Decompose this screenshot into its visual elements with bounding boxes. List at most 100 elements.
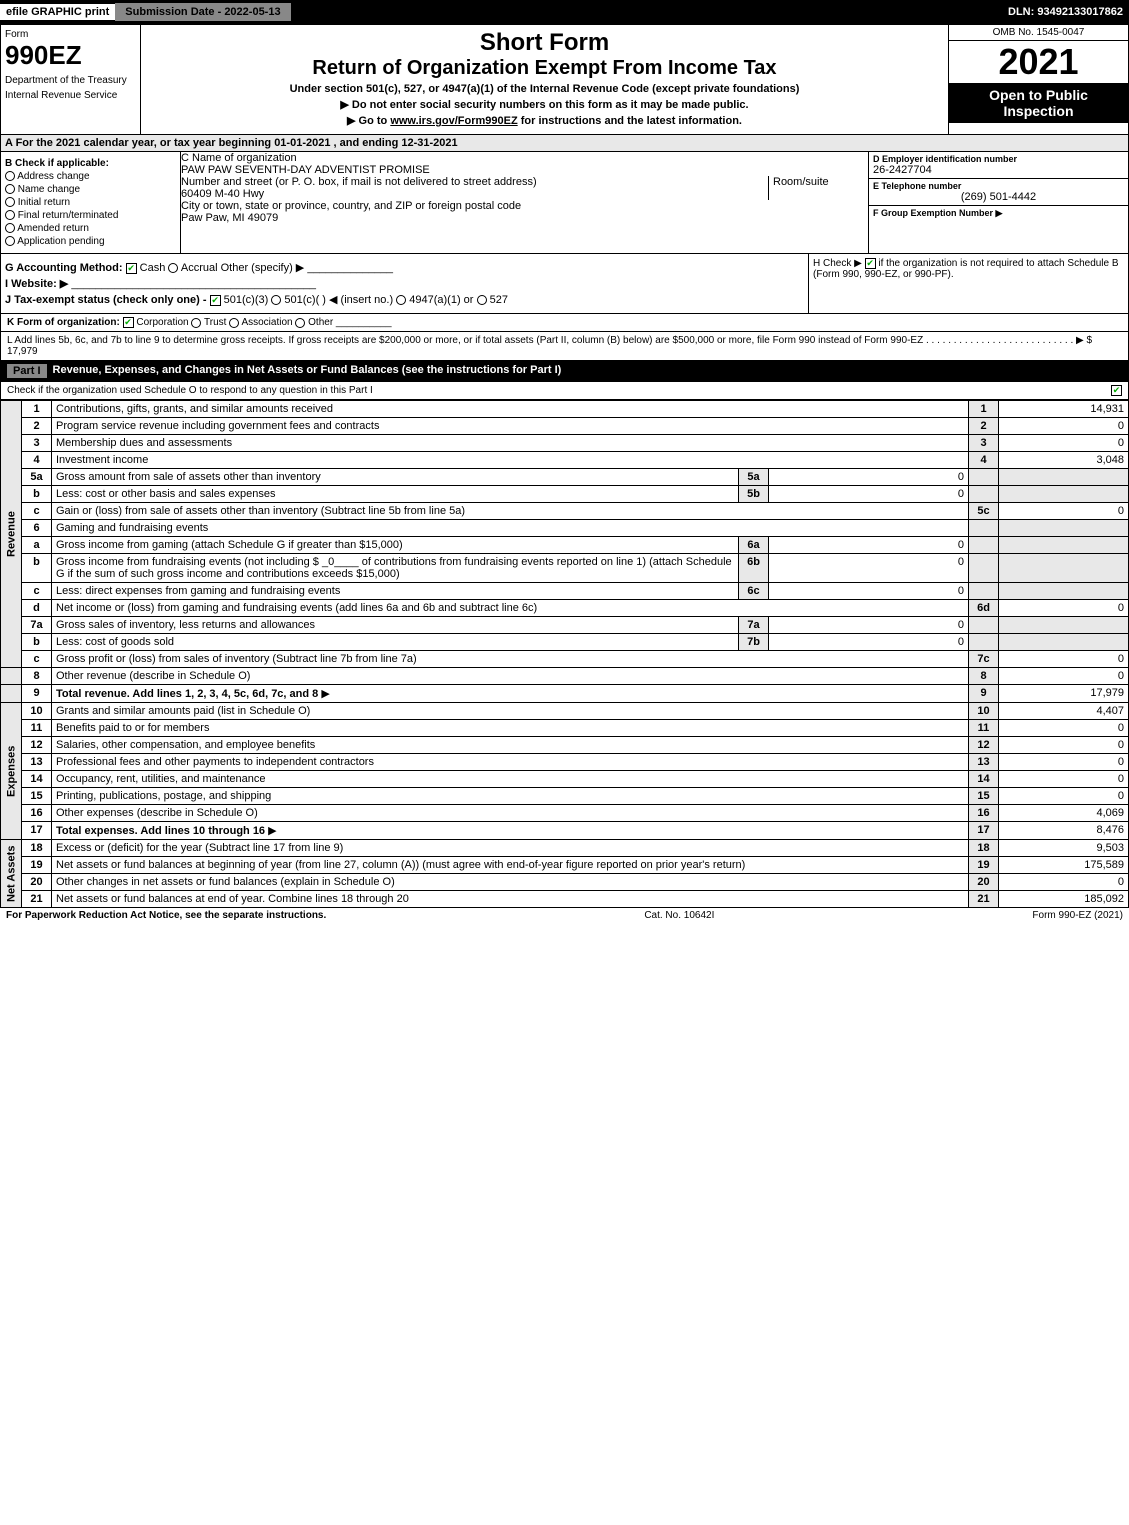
- netassets-sidebar: Net Assets: [1, 840, 22, 908]
- section-c: C Name of organization PAW PAW SEVENTH-D…: [181, 152, 868, 253]
- schedule-b-checkbox[interactable]: [865, 258, 876, 269]
- ein-value: 26-2427704: [873, 164, 1124, 176]
- line-16-value: 4,069: [999, 805, 1129, 822]
- line-5c-value: 0: [999, 503, 1129, 520]
- org-name-value: PAW PAW SEVENTH-DAY ADVENTIST PROMISE: [181, 164, 868, 176]
- line-13-value: 0: [999, 754, 1129, 771]
- section-b-heading: B Check if applicable:: [5, 158, 176, 169]
- line-6d-value: 0: [999, 600, 1129, 617]
- org-name-label: C Name of organization: [181, 152, 868, 164]
- 501c3-checkbox[interactable]: [210, 295, 221, 306]
- 501c-checkbox[interactable]: [271, 295, 281, 305]
- info-grid: B Check if applicable: Address change Na…: [0, 152, 1129, 254]
- 527-checkbox[interactable]: [477, 295, 487, 305]
- final-return-checkbox[interactable]: [5, 210, 15, 220]
- catalog-number: Cat. No. 10642I: [644, 910, 714, 921]
- part-i-header: Part I Revenue, Expenses, and Changes in…: [0, 361, 1129, 382]
- section-b: B Check if applicable: Address change Na…: [1, 152, 181, 253]
- paperwork-notice: For Paperwork Reduction Act Notice, see …: [6, 910, 326, 921]
- section-h: H Check ▶ if the organization is not req…: [808, 254, 1128, 313]
- line-14-value: 0: [999, 771, 1129, 788]
- ein-label: D Employer identification number: [873, 154, 1124, 164]
- revenue-table: Revenue 1Contributions, gifts, grants, a…: [0, 400, 1129, 908]
- page-footer: For Paperwork Reduction Act Notice, see …: [0, 908, 1129, 923]
- accrual-checkbox[interactable]: [168, 263, 178, 273]
- other-org-checkbox[interactable]: [295, 318, 305, 328]
- part-i-title: Revenue, Expenses, and Changes in Net As…: [53, 364, 562, 378]
- city-label: City or town, state or province, country…: [181, 200, 868, 212]
- irs-link[interactable]: www.irs.gov/Form990EZ: [390, 115, 517, 127]
- amended-return-checkbox[interactable]: [5, 223, 15, 233]
- line-4-value: 3,048: [999, 452, 1129, 469]
- line-21-value: 185,092: [999, 891, 1129, 908]
- line-10-value: 4,407: [999, 703, 1129, 720]
- line-6a-value: 0: [769, 537, 969, 554]
- form-label: Form: [5, 29, 136, 40]
- line-3-value: 0: [999, 435, 1129, 452]
- line-2-value: 0: [999, 418, 1129, 435]
- line-20-value: 0: [999, 874, 1129, 891]
- subtitle-section: Under section 501(c), 527, or 4947(a)(1)…: [145, 83, 944, 95]
- efile-label[interactable]: efile GRAPHIC print: [0, 4, 115, 20]
- application-pending-checkbox[interactable]: [5, 236, 15, 246]
- association-checkbox[interactable]: [229, 318, 239, 328]
- short-form-title: Short Form: [145, 29, 944, 57]
- line-11-value: 0: [999, 720, 1129, 737]
- line-6b-value: 0: [769, 554, 969, 583]
- street-label: Number and street (or P. O. box, if mail…: [181, 176, 768, 188]
- form-number: 990EZ: [5, 40, 136, 71]
- line-7b-value: 0: [769, 634, 969, 651]
- part-i-label: Part I: [7, 364, 47, 378]
- line-6c-value: 0: [769, 583, 969, 600]
- omb-number: OMB No. 1545-0047: [949, 25, 1128, 41]
- group-exemption-label: F Group Exemption Number ▶: [873, 208, 1124, 219]
- line-1-value: 14,931: [999, 401, 1129, 418]
- 4947-checkbox[interactable]: [396, 295, 406, 305]
- section-g: G Accounting Method: Cash Accrual Other …: [5, 261, 804, 274]
- line-17-value: 8,476: [999, 822, 1129, 840]
- revenue-sidebar: Revenue: [1, 401, 22, 668]
- tax-year: 2021: [949, 41, 1128, 83]
- corporation-checkbox[interactable]: [123, 317, 134, 328]
- section-l: L Add lines 5b, 6c, and 7b to line 9 to …: [0, 332, 1129, 361]
- inspection-badge: Open to Public Inspection: [949, 83, 1128, 123]
- room-label: Room/suite: [773, 176, 868, 188]
- section-k: K Form of organization: Corporation Trus…: [0, 314, 1129, 332]
- form-page-ref: Form 990-EZ (2021): [1032, 910, 1123, 921]
- line-5a-value: 0: [769, 469, 969, 486]
- city-value: Paw Paw, MI 49079: [181, 212, 868, 224]
- main-title: Return of Organization Exempt From Incom…: [145, 57, 944, 80]
- line-19-value: 175,589: [999, 857, 1129, 874]
- section-i: I Website: ▶ ___________________________…: [5, 277, 804, 290]
- ssn-warning: ▶ Do not enter social security numbers o…: [145, 98, 944, 111]
- part-i-check: Check if the organization used Schedule …: [0, 382, 1129, 400]
- schedule-o-checkbox[interactable]: [1111, 385, 1122, 396]
- section-j: J Tax-exempt status (check only one) - 5…: [5, 293, 804, 306]
- dept-irs: Internal Revenue Service: [5, 90, 136, 101]
- line-12-value: 0: [999, 737, 1129, 754]
- line-5b-value: 0: [769, 486, 969, 503]
- street-value: 60409 M-40 Hwy: [181, 188, 768, 200]
- line-8-value: 0: [999, 668, 1129, 685]
- dln: DLN: 93492133017862: [1002, 4, 1129, 20]
- line-7a-value: 0: [769, 617, 969, 634]
- line-18-value: 9,503: [999, 840, 1129, 857]
- submission-date: Submission Date - 2022-05-13: [115, 3, 290, 21]
- initial-return-checkbox[interactable]: [5, 197, 15, 207]
- top-bar: efile GRAPHIC print Submission Date - 20…: [0, 0, 1129, 24]
- row-a-tax-year: A For the 2021 calendar year, or tax yea…: [0, 135, 1129, 152]
- name-change-checkbox[interactable]: [5, 184, 15, 194]
- line-9-value: 17,979: [999, 685, 1129, 703]
- trust-checkbox[interactable]: [191, 318, 201, 328]
- address-change-checkbox[interactable]: [5, 171, 15, 181]
- ghi-section: G Accounting Method: Cash Accrual Other …: [0, 254, 1129, 314]
- phone-label: E Telephone number: [873, 181, 1124, 191]
- instructions-link-row: ▶ Go to www.irs.gov/Form990EZ for instru…: [145, 114, 944, 127]
- form-header: Form 990EZ Department of the Treasury In…: [0, 24, 1129, 135]
- line-15-value: 0: [999, 788, 1129, 805]
- cash-checkbox[interactable]: [126, 263, 137, 274]
- expenses-sidebar: Expenses: [1, 703, 22, 840]
- phone-value: (269) 501-4442: [873, 191, 1124, 203]
- section-def: D Employer identification number 26-2427…: [868, 152, 1128, 253]
- line-7c-value: 0: [999, 651, 1129, 668]
